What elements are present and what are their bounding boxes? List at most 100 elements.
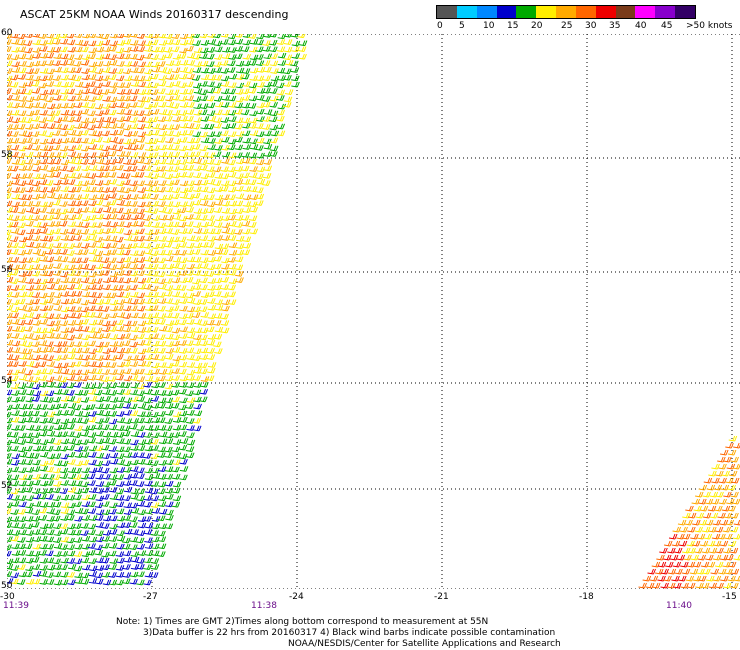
- wind-barb: [18, 242, 27, 249]
- wind-barb: [171, 473, 181, 480]
- wind-barb: [242, 34, 251, 39]
- wind-barb: [136, 250, 146, 257]
- wind-barb: [241, 157, 251, 164]
- wind-barb: [45, 466, 54, 473]
- wind-barb: [59, 402, 68, 409]
- wind-barb: [150, 495, 160, 502]
- wind-barb: [24, 432, 33, 439]
- wind-barb: [67, 579, 76, 586]
- wind-barb: [263, 66, 272, 73]
- wind-barb: [186, 180, 195, 187]
- wind-barb: [122, 103, 131, 109]
- wind-barb: [729, 526, 739, 533]
- wind-barb: [66, 537, 75, 544]
- wind-barb: [81, 425, 91, 432]
- wind-barb: [164, 480, 174, 487]
- wind-barb: [228, 242, 238, 249]
- wind-barb: [234, 152, 243, 159]
- wind-barb: [249, 228, 259, 235]
- wind-barb: [60, 480, 69, 486]
- wind-barb: [143, 298, 153, 305]
- wind-barb: [186, 263, 195, 270]
- wind-barb: [151, 166, 161, 173]
- wind-barb: [199, 340, 208, 347]
- wind-barb: [668, 533, 678, 540]
- wind-barb: [81, 535, 91, 542]
- wind-barb: [164, 312, 173, 319]
- wind-barb: [38, 430, 48, 437]
- wind-barb: [25, 480, 34, 487]
- wind-barb: [80, 299, 90, 306]
- wind-barb: [263, 130, 272, 137]
- wind-barb: [102, 243, 111, 249]
- wind-barb: [87, 374, 97, 381]
- wind-barb: [157, 61, 166, 67]
- wind-barb: [680, 582, 689, 589]
- wind-barb: [657, 561, 667, 568]
- wind-barb: [708, 470, 717, 477]
- wind-barb: [108, 411, 117, 417]
- wind-barb: [53, 103, 62, 110]
- wind-barb: [81, 186, 91, 193]
- wind-barb: [663, 540, 673, 547]
- wind-barb: [94, 180, 104, 186]
- wind-barb: [234, 136, 243, 143]
- wind-barb: [115, 207, 124, 214]
- wind-barb: [31, 123, 41, 130]
- wind-barb: [663, 575, 672, 582]
- wind-barb: [192, 123, 201, 130]
- lon-label: -18: [579, 592, 594, 602]
- wind-barb: [116, 557, 125, 564]
- wind-barb: [52, 320, 61, 326]
- wind-barb: [179, 416, 188, 423]
- wind-barb: [59, 53, 69, 60]
- wind-barb: [7, 88, 12, 94]
- wind-barb: [178, 361, 188, 368]
- wind-barb: [7, 446, 12, 452]
- wind-barb: [24, 34, 33, 39]
- wind-barb: [10, 474, 20, 481]
- wind-barb: [136, 172, 145, 178]
- wind-barb: [94, 312, 103, 319]
- wind-barb: [53, 53, 62, 60]
- wind-barb: [199, 284, 208, 291]
- wind-barb: [151, 61, 160, 68]
- wind-barb: [66, 494, 76, 501]
- wind-barb: [212, 166, 222, 173]
- wind-barb: [255, 200, 264, 206]
- wind-barb: [7, 458, 13, 465]
- wind-barb: [17, 187, 26, 194]
- wind-barb: [220, 320, 230, 326]
- wind-barb: [7, 116, 14, 123]
- wind-barb: [178, 159, 188, 165]
- wind-barb: [59, 95, 69, 101]
- wind-barb: [136, 67, 145, 74]
- wind-barb: [123, 235, 133, 241]
- wind-barb: [157, 34, 166, 39]
- wind-barb: [59, 382, 68, 389]
- wind-barb: [52, 558, 61, 565]
- wind-barb: [144, 334, 154, 340]
- wind-barb: [227, 186, 237, 193]
- wind-barb: [686, 582, 696, 589]
- wind-barb: [702, 512, 712, 519]
- wind-barb: [73, 417, 83, 424]
- wind-barb: [101, 145, 111, 152]
- wind-barb: [45, 277, 54, 284]
- wind-barb: [31, 116, 41, 122]
- wind-barb: [88, 242, 97, 248]
- wind-barb: [186, 418, 195, 424]
- wind-barb: [7, 404, 13, 411]
- wind-barb: [7, 417, 13, 424]
- wind-barb: [109, 136, 119, 143]
- wind-barb: [39, 186, 48, 193]
- wind-barb: [73, 173, 83, 179]
- wind-barb: [172, 495, 182, 502]
- wind-barb: [136, 221, 145, 227]
- wind-barb: [88, 229, 97, 236]
- wind-barb: [100, 89, 110, 95]
- wind-barb: [171, 151, 181, 158]
- wind-barb: [101, 417, 110, 423]
- colorbar-swatch: [635, 6, 656, 18]
- wind-barb: [674, 568, 683, 575]
